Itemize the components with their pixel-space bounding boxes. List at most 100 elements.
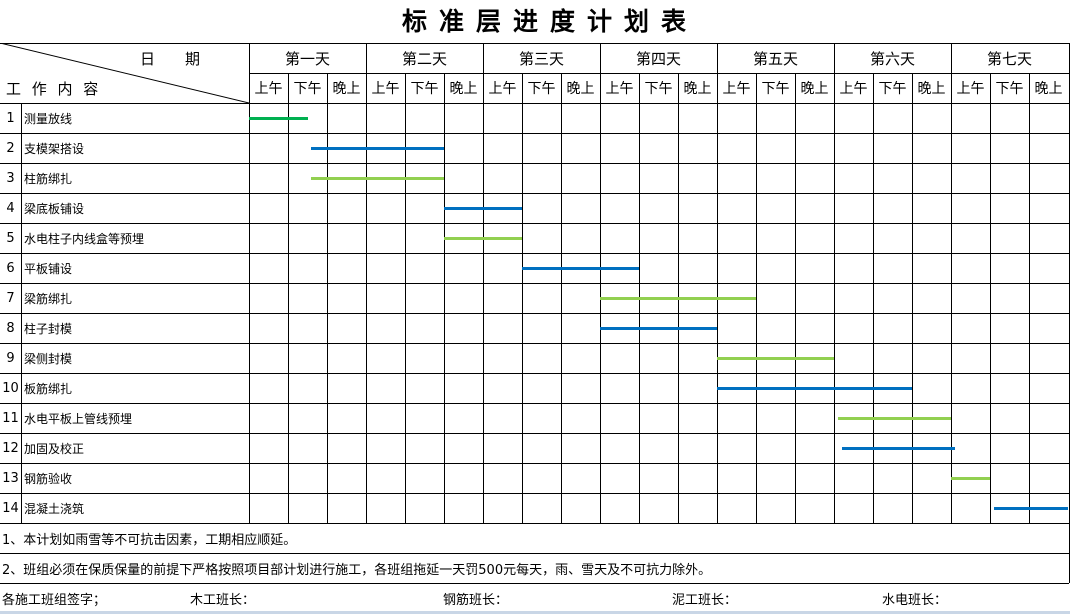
period-header: 晚上: [917, 81, 946, 97]
grid-line: [0, 373, 1069, 374]
grid-line: [0, 523, 1069, 524]
grid-line: [0, 43, 1069, 44]
task-name: 测量放线: [24, 111, 73, 126]
header-diagonal-line: [0, 43, 249, 103]
gantt-bar: [841, 447, 955, 450]
grid-line: [0, 433, 1069, 434]
gantt-bar: [717, 387, 912, 390]
grid-line: [288, 73, 289, 523]
day-header: 第五天: [752, 49, 798, 68]
period-header: 下午: [878, 81, 907, 97]
task-name: 平板铺设: [24, 261, 73, 276]
task-number: 14: [2, 500, 19, 516]
grid-line: [0, 163, 1069, 164]
task-name: 柱筋绑扎: [24, 171, 73, 186]
grid-line: [0, 493, 1069, 494]
grid-line: [912, 73, 913, 523]
period-header: 上午: [722, 81, 751, 97]
grid-line: [0, 253, 1069, 254]
day-header: 第二天: [401, 49, 447, 68]
task-name: 支模架搭设: [24, 141, 85, 156]
grid-line: [756, 73, 757, 523]
period-header: 上午: [371, 81, 400, 97]
day-header: 第三天: [518, 49, 564, 68]
grid-line: [21, 103, 22, 523]
task-number: 4: [6, 200, 15, 216]
sheet-tab-bar[interactable]: [0, 611, 1070, 614]
task-name: 水电柱子内线盒等预埋: [24, 231, 145, 246]
page-title: 标准层进度计划表: [401, 7, 698, 36]
gantt-bar: [444, 237, 522, 240]
grid-line: [522, 73, 523, 523]
note-text: 1、本计划如雨雪等不可抗击因素，工期相应顺延。: [2, 532, 297, 548]
task-number: 1: [6, 110, 15, 126]
period-header: 上午: [956, 81, 985, 97]
task-number: 10: [2, 380, 19, 396]
period-header: 下午: [995, 81, 1024, 97]
grid-line: [990, 73, 991, 523]
day-header: 第一天: [284, 49, 330, 68]
grid-line: [0, 583, 1069, 584]
grid-line: [717, 43, 718, 523]
task-name: 水电平板上管线预埋: [24, 411, 133, 426]
grid-line: [1029, 73, 1030, 523]
task-number: 9: [6, 350, 15, 366]
period-header: 下午: [410, 81, 439, 97]
period-header: 晚上: [800, 81, 829, 97]
gantt-bar: [717, 357, 834, 360]
period-header: 上午: [254, 81, 283, 97]
signature-field: 水电班长：: [882, 592, 948, 608]
task-number: 3: [6, 170, 15, 186]
gantt-bar: [951, 477, 990, 480]
gantt-bar: [993, 507, 1068, 510]
period-header: 上午: [488, 81, 517, 97]
grid-line: [405, 73, 406, 523]
grid-line: [249, 43, 250, 523]
day-header: 第四天: [635, 49, 681, 68]
gantt-bar: [311, 177, 444, 180]
grid-line: [483, 43, 484, 523]
grid-line: [0, 103, 1069, 104]
task-number: 8: [6, 320, 15, 336]
period-header: 上午: [839, 81, 868, 97]
signature-field: 钢筋班长：: [443, 592, 509, 608]
grid-line: [0, 553, 1069, 554]
grid-line: [366, 43, 367, 523]
gantt-bar: [600, 297, 756, 300]
grid-line: [0, 313, 1069, 314]
gantt-bar: [600, 327, 717, 330]
period-header: 下午: [761, 81, 790, 97]
period-header: 晚上: [332, 81, 361, 97]
grid-line: [0, 193, 1069, 194]
period-header: 晚上: [449, 81, 478, 97]
period-header: 晚上: [566, 81, 595, 97]
date-header: 日 期: [140, 49, 201, 68]
grid-line: [0, 403, 1069, 404]
task-name: 梁筋绑扎: [24, 291, 73, 306]
task-name: 板筋绑扎: [24, 381, 73, 396]
grid-line: [327, 73, 328, 523]
grid-line: [0, 223, 1069, 224]
period-header: 上午: [605, 81, 634, 97]
note-text: 2、班组必须在保质保量的前提下严格按照项目部计划进行施工，各班组拖延一天罚500…: [2, 562, 712, 578]
task-name: 钢筋验收: [24, 471, 73, 486]
task-number: 5: [6, 230, 15, 246]
task-name: 加固及校正: [24, 441, 85, 456]
grid-line: [444, 73, 445, 523]
signature-label: 各施工班组签字；: [2, 592, 107, 608]
grid-line: [600, 43, 601, 523]
signature-field: 泥工班长：: [672, 592, 738, 608]
task-number: 13: [2, 470, 19, 486]
task-number: 7: [6, 290, 15, 306]
task-name: 梁底板铺设: [24, 201, 85, 216]
period-header: 晚上: [683, 81, 712, 97]
day-header: 第六天: [869, 49, 915, 68]
gantt-bar: [837, 417, 951, 420]
grid-line: [951, 43, 952, 523]
grid-line: [0, 283, 1069, 284]
grid-line: [795, 73, 796, 523]
task-number: 12: [2, 440, 19, 456]
gantt-bar: [249, 117, 308, 120]
signature-field: 木工班长：: [190, 592, 256, 608]
task-name: 梁侧封模: [24, 351, 73, 366]
